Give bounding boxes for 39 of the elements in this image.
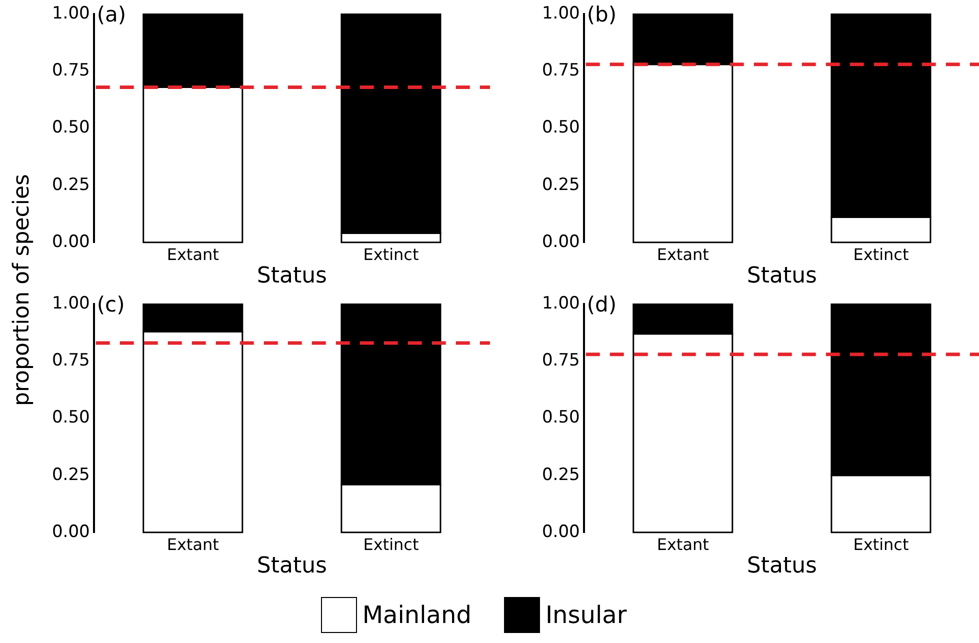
x-axis-title: Status [746, 264, 817, 289]
legend-label: Mainland [362, 601, 472, 629]
x-tick-label: Extant [166, 535, 219, 554]
x-tick-label: Extinct [853, 245, 909, 264]
y-tick-label: 0.50 [542, 408, 580, 428]
x-tick-label: Extinct [853, 535, 909, 554]
x-tick-label: Extant [656, 535, 709, 554]
chart-title: (c) [96, 292, 125, 317]
y-tick-label: 0.00 [542, 232, 580, 252]
chart-title: (b) [586, 2, 617, 27]
legend-label: Insular [545, 601, 627, 629]
chart-title: (a) [96, 2, 126, 27]
x-tick-label: Extant [656, 245, 709, 264]
y-tick-label: 1.00 [52, 4, 90, 24]
x-tick-label: Extinct [363, 535, 419, 554]
y-tick-label: 0.25 [542, 464, 580, 485]
y-axis-title: proportion of species [10, 174, 34, 406]
y-tick-label: 0.75 [52, 350, 90, 371]
x-tick-label: Extant [166, 245, 219, 264]
y-tick-label: 0.00 [52, 232, 90, 252]
y-tick-label: 0.50 [52, 118, 90, 138]
y-tick-label: 1.00 [542, 294, 580, 314]
y-tick-label: 0.75 [542, 350, 580, 371]
x-axis-title: Status [256, 264, 327, 289]
x-axis-title: Status [746, 554, 817, 579]
y-tick-label: 0.25 [542, 174, 580, 195]
y-tick-label: 0.25 [52, 174, 90, 195]
y-tick-label: 0.00 [542, 522, 580, 542]
y-tick-label: 0.25 [52, 464, 90, 485]
chart-title: (d) [586, 292, 617, 317]
x-axis-title: Status [256, 554, 327, 579]
y-tick-label: 0.50 [542, 118, 580, 138]
y-tick-label: 0.75 [52, 60, 90, 81]
y-tick-label: 1.00 [542, 4, 580, 24]
x-tick-label: Extinct [363, 245, 419, 264]
y-tick-label: 0.50 [52, 408, 90, 428]
y-tick-label: 0.75 [542, 60, 580, 81]
y-tick-label: 1.00 [52, 294, 90, 314]
y-tick-label: 0.00 [52, 522, 90, 542]
